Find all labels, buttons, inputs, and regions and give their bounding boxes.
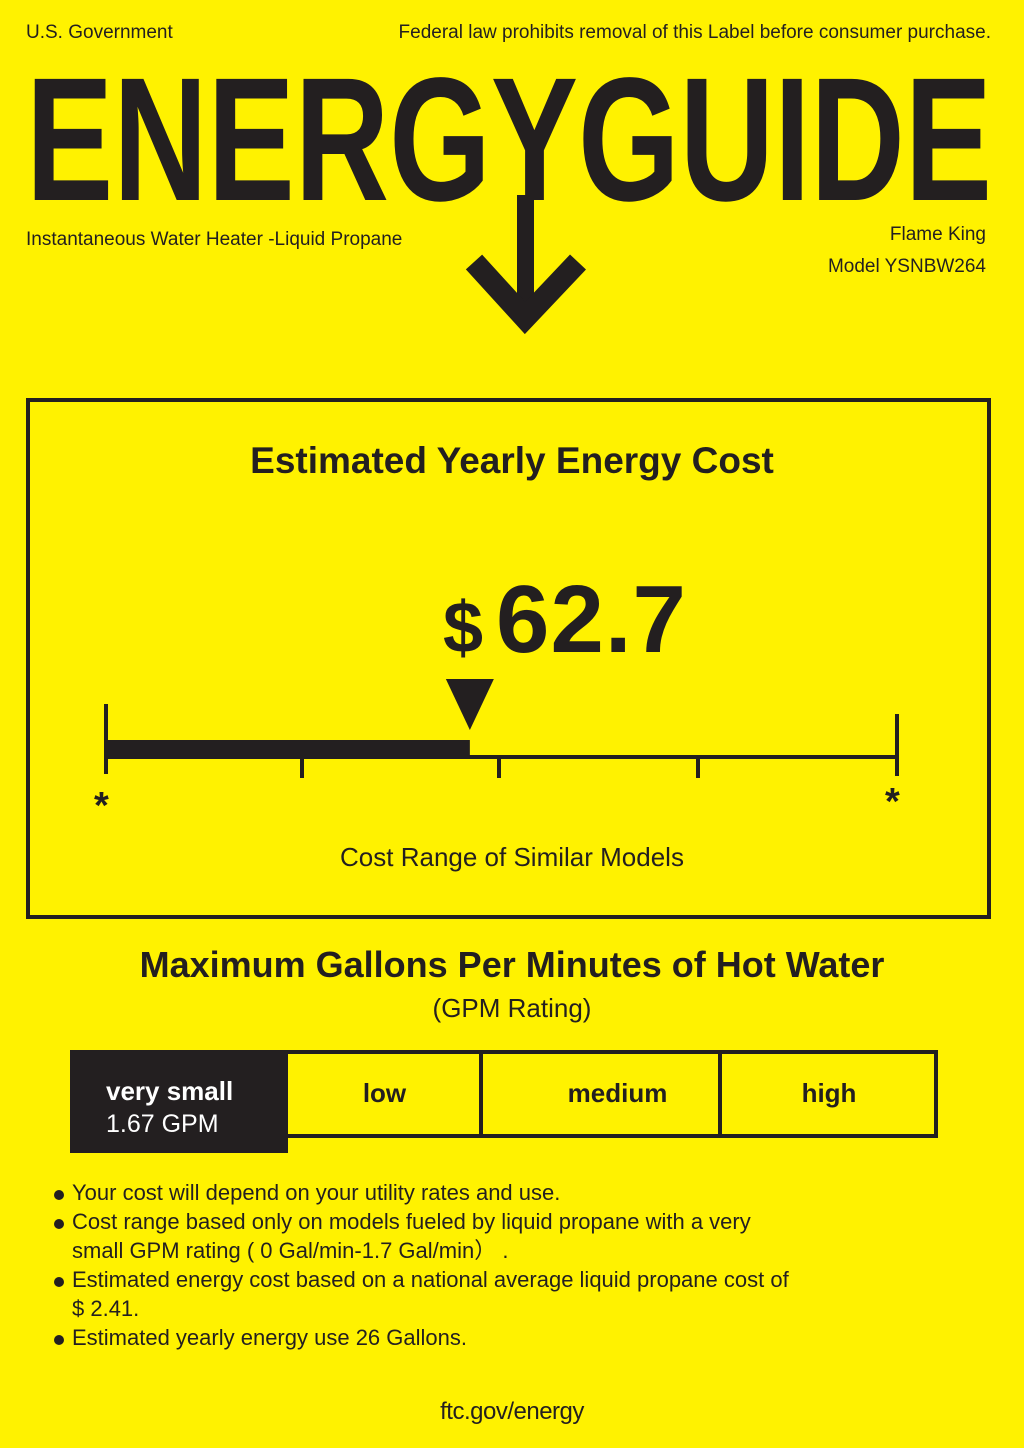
gpm-category-label: high bbox=[801, 1078, 857, 1108]
scale-tick bbox=[497, 757, 501, 778]
notes-list: Your cost will depend on your utility ra… bbox=[52, 1178, 792, 1352]
cost-amount: 62.7 bbox=[496, 566, 687, 673]
gpm-category-label: very small bbox=[106, 1076, 234, 1106]
scale-line bbox=[106, 755, 897, 759]
scale-left-end bbox=[104, 704, 108, 774]
scale-right-end bbox=[895, 714, 899, 776]
gpm-value: 1.67 GPM bbox=[106, 1110, 219, 1138]
divider bbox=[479, 1054, 483, 1134]
divider bbox=[718, 1054, 722, 1134]
cost-range-scale bbox=[104, 679, 899, 778]
scale-tick bbox=[696, 757, 700, 778]
gpm-cell-low: low bbox=[288, 1054, 481, 1134]
gpm-category-label: medium bbox=[567, 1078, 668, 1108]
gpm-cell-medium: medium bbox=[481, 1054, 754, 1134]
energyguide-wordmark: ENERGYGUIDE bbox=[26, 42, 992, 238]
ftc-link[interactable]: ftc.gov/energy bbox=[440, 1398, 584, 1425]
cost-marker-triangle bbox=[445, 679, 494, 730]
gpm-rating-table: very small 1.67 GPM low medium high bbox=[70, 1050, 938, 1153]
scale-fill-bar bbox=[106, 740, 470, 758]
gpm-category-label: low bbox=[362, 1078, 407, 1108]
cost-value: $62.7 bbox=[443, 565, 687, 675]
gpm-cell-high: high bbox=[720, 1054, 938, 1134]
note-item: Your cost will depend on your utility ra… bbox=[52, 1178, 792, 1207]
gpm-subtitle: (GPM Rating) bbox=[432, 993, 592, 1023]
cost-range-label: Cost Range of Similar Models bbox=[340, 842, 684, 872]
model-number: Model YSNBW264 bbox=[827, 256, 986, 277]
cost-box bbox=[26, 398, 991, 919]
range-min-asterisk: * bbox=[94, 785, 109, 827]
government-label: U.S. Government bbox=[26, 22, 173, 43]
down-arrow-icon bbox=[465, 195, 586, 335]
gpm-title: Maximum Gallons Per Minutes of Hot Water bbox=[139, 944, 885, 985]
note-item: Estimated energy cost based on a nationa… bbox=[52, 1265, 792, 1323]
brand-name: Flame King bbox=[889, 224, 986, 245]
scale-tick bbox=[300, 757, 304, 778]
note-item: Cost range based only on models fueled b… bbox=[52, 1207, 792, 1265]
removal-notice: Federal law prohibits removal of this La… bbox=[398, 22, 991, 43]
energyguide-logo: ENERGYGUIDE bbox=[26, 42, 992, 335]
product-type: Instantaneous Water Heater -Liquid Propa… bbox=[26, 229, 403, 250]
gpm-cell-very-small: very small 1.67 GPM bbox=[70, 1050, 288, 1153]
cost-title: Estimated Yearly Energy Cost bbox=[250, 440, 774, 481]
currency-symbol: $ bbox=[443, 588, 485, 668]
note-item: Estimated yearly energy use 26 Gallons. bbox=[52, 1323, 792, 1352]
range-max-asterisk: * bbox=[885, 781, 900, 823]
